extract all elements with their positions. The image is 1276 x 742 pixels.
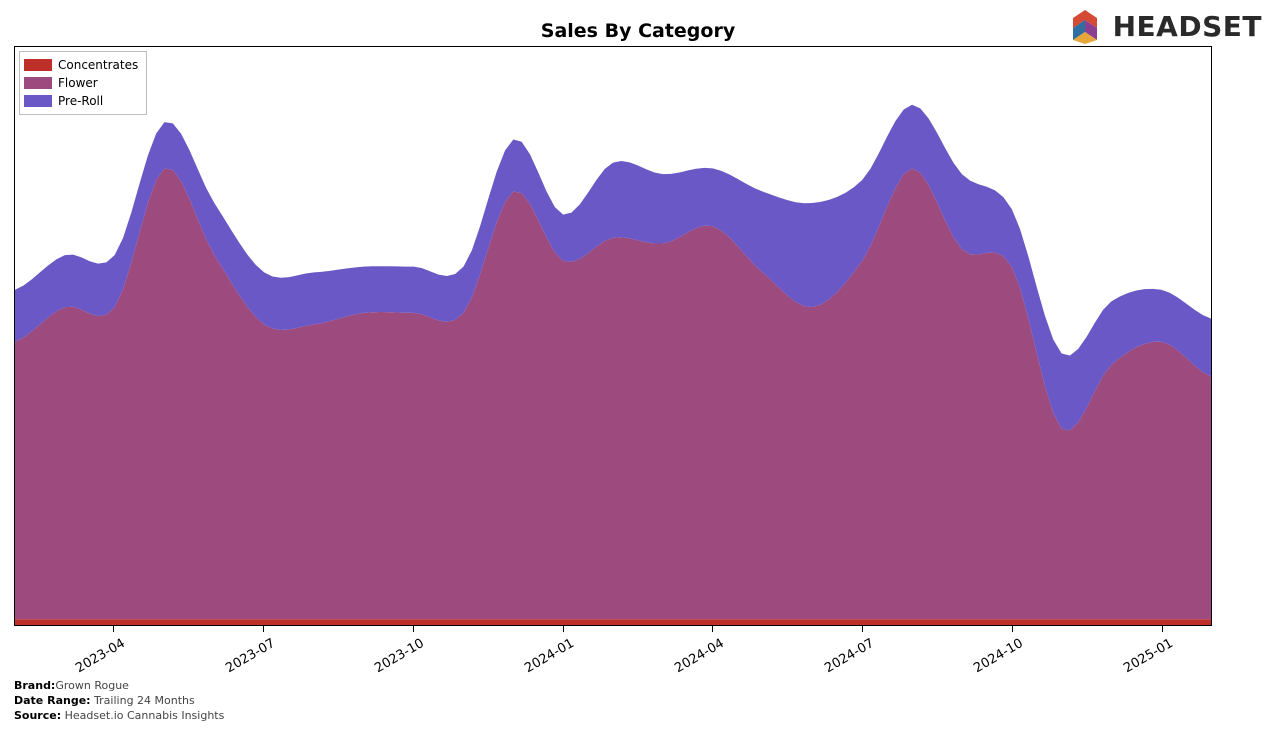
x-tick: [563, 626, 564, 632]
brand-logo: HEADSET: [1065, 6, 1262, 46]
legend-swatch: [24, 59, 52, 71]
x-tick: [263, 626, 264, 632]
stacked-area-svg: [15, 47, 1211, 625]
x-tick-label: 2024-07: [822, 636, 877, 676]
headset-logo-icon: [1065, 6, 1105, 46]
x-tick-label: 2024-04: [672, 636, 727, 676]
legend-item: Pre-Roll: [24, 92, 138, 110]
x-tick-label: 2024-10: [972, 636, 1027, 676]
x-tick: [712, 626, 713, 632]
x-tick-label: 2023-07: [223, 636, 278, 676]
x-tick-label: 2024-01: [522, 636, 577, 676]
x-axis-labels: 2023-04 2023-07 2023-10 2024-01 2024-04 2024-…: [0, 626, 1276, 686]
x-tick: [113, 626, 114, 632]
meta-date-range: Date Range: Trailing 24 Months: [14, 693, 224, 708]
chart-container: Sales By Category HEADSET ConcentratesFl…: [0, 0, 1276, 742]
plot-area: ConcentratesFlowerPre-Roll: [14, 46, 1212, 626]
x-tick: [1162, 626, 1163, 632]
x-tick: [413, 626, 414, 632]
x-tick-label: 2023-04: [73, 636, 128, 676]
legend-swatch: [24, 95, 52, 107]
x-tick-label: 2025-01: [1121, 636, 1176, 676]
x-tick-label: 2023-10: [373, 636, 428, 676]
brand-logo-text: HEADSET: [1113, 10, 1262, 43]
area-series: [15, 619, 1211, 625]
legend-label: Concentrates: [58, 56, 138, 74]
meta-brand: Brand:Grown Rogue: [14, 678, 224, 693]
legend-swatch: [24, 77, 52, 89]
legend-label: Flower: [58, 74, 98, 92]
x-tick: [1012, 626, 1013, 632]
chart-metadata: Brand:Grown Rogue Date Range: Trailing 2…: [14, 678, 224, 723]
legend-item: Concentrates: [24, 56, 138, 74]
meta-source: Source: Headset.io Cannabis Insights: [14, 708, 224, 723]
legend-label: Pre-Roll: [58, 92, 103, 110]
x-tick: [862, 626, 863, 632]
legend-item: Flower: [24, 74, 138, 92]
legend: ConcentratesFlowerPre-Roll: [19, 51, 147, 115]
